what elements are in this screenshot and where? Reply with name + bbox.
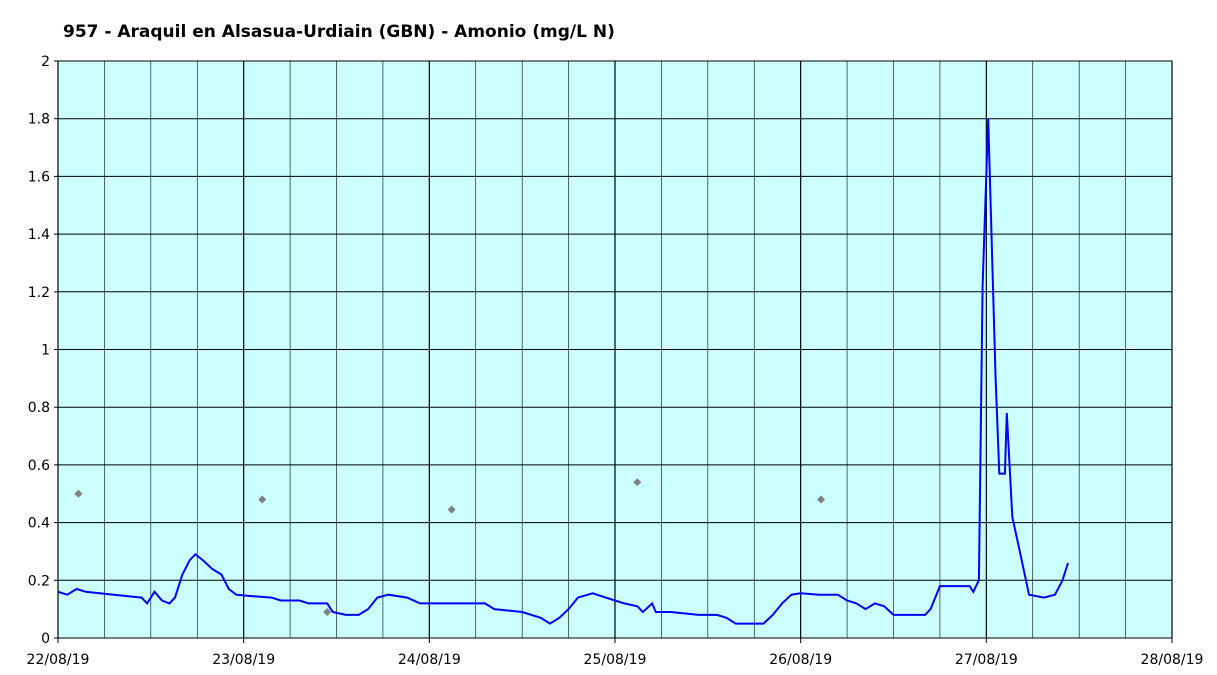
- x-tick-label: 26/08/19: [769, 652, 832, 668]
- x-tick-label: 24/08/19: [398, 652, 461, 668]
- chart-title: 957 - Araquil en Alsasua-Urdiain (GBN) -…: [63, 22, 615, 42]
- x-tick-label: 23/08/19: [212, 652, 275, 668]
- x-tick-label: 22/08/19: [27, 652, 90, 668]
- y-tick-label: 1.6: [28, 169, 50, 185]
- sample-point: [258, 495, 267, 504]
- x-tick-label: 28/08/19: [1141, 652, 1204, 668]
- y-tick-label: 1.4: [28, 227, 50, 243]
- y-tick-label: 0.4: [28, 516, 50, 532]
- y-tick-label: 2: [41, 54, 50, 70]
- sample-point: [817, 495, 826, 504]
- y-tick-label: 1.8: [28, 112, 50, 128]
- y-tick-label: 0.8: [28, 400, 50, 416]
- y-tick-label: 0: [41, 631, 50, 647]
- y-tick-label: 0.2: [28, 573, 50, 589]
- sample-point: [633, 478, 642, 487]
- sample-point: [323, 608, 332, 617]
- y-tick-label: 1: [41, 343, 50, 359]
- data-line: [57, 118, 1069, 625]
- y-tick-label: 1.2: [28, 285, 50, 301]
- sample-point: [74, 489, 83, 498]
- x-tick-label: 27/08/19: [955, 652, 1018, 668]
- y-tick-label: 0.6: [28, 458, 50, 474]
- x-tick-label: 25/08/19: [584, 652, 647, 668]
- sample-point: [447, 505, 456, 514]
